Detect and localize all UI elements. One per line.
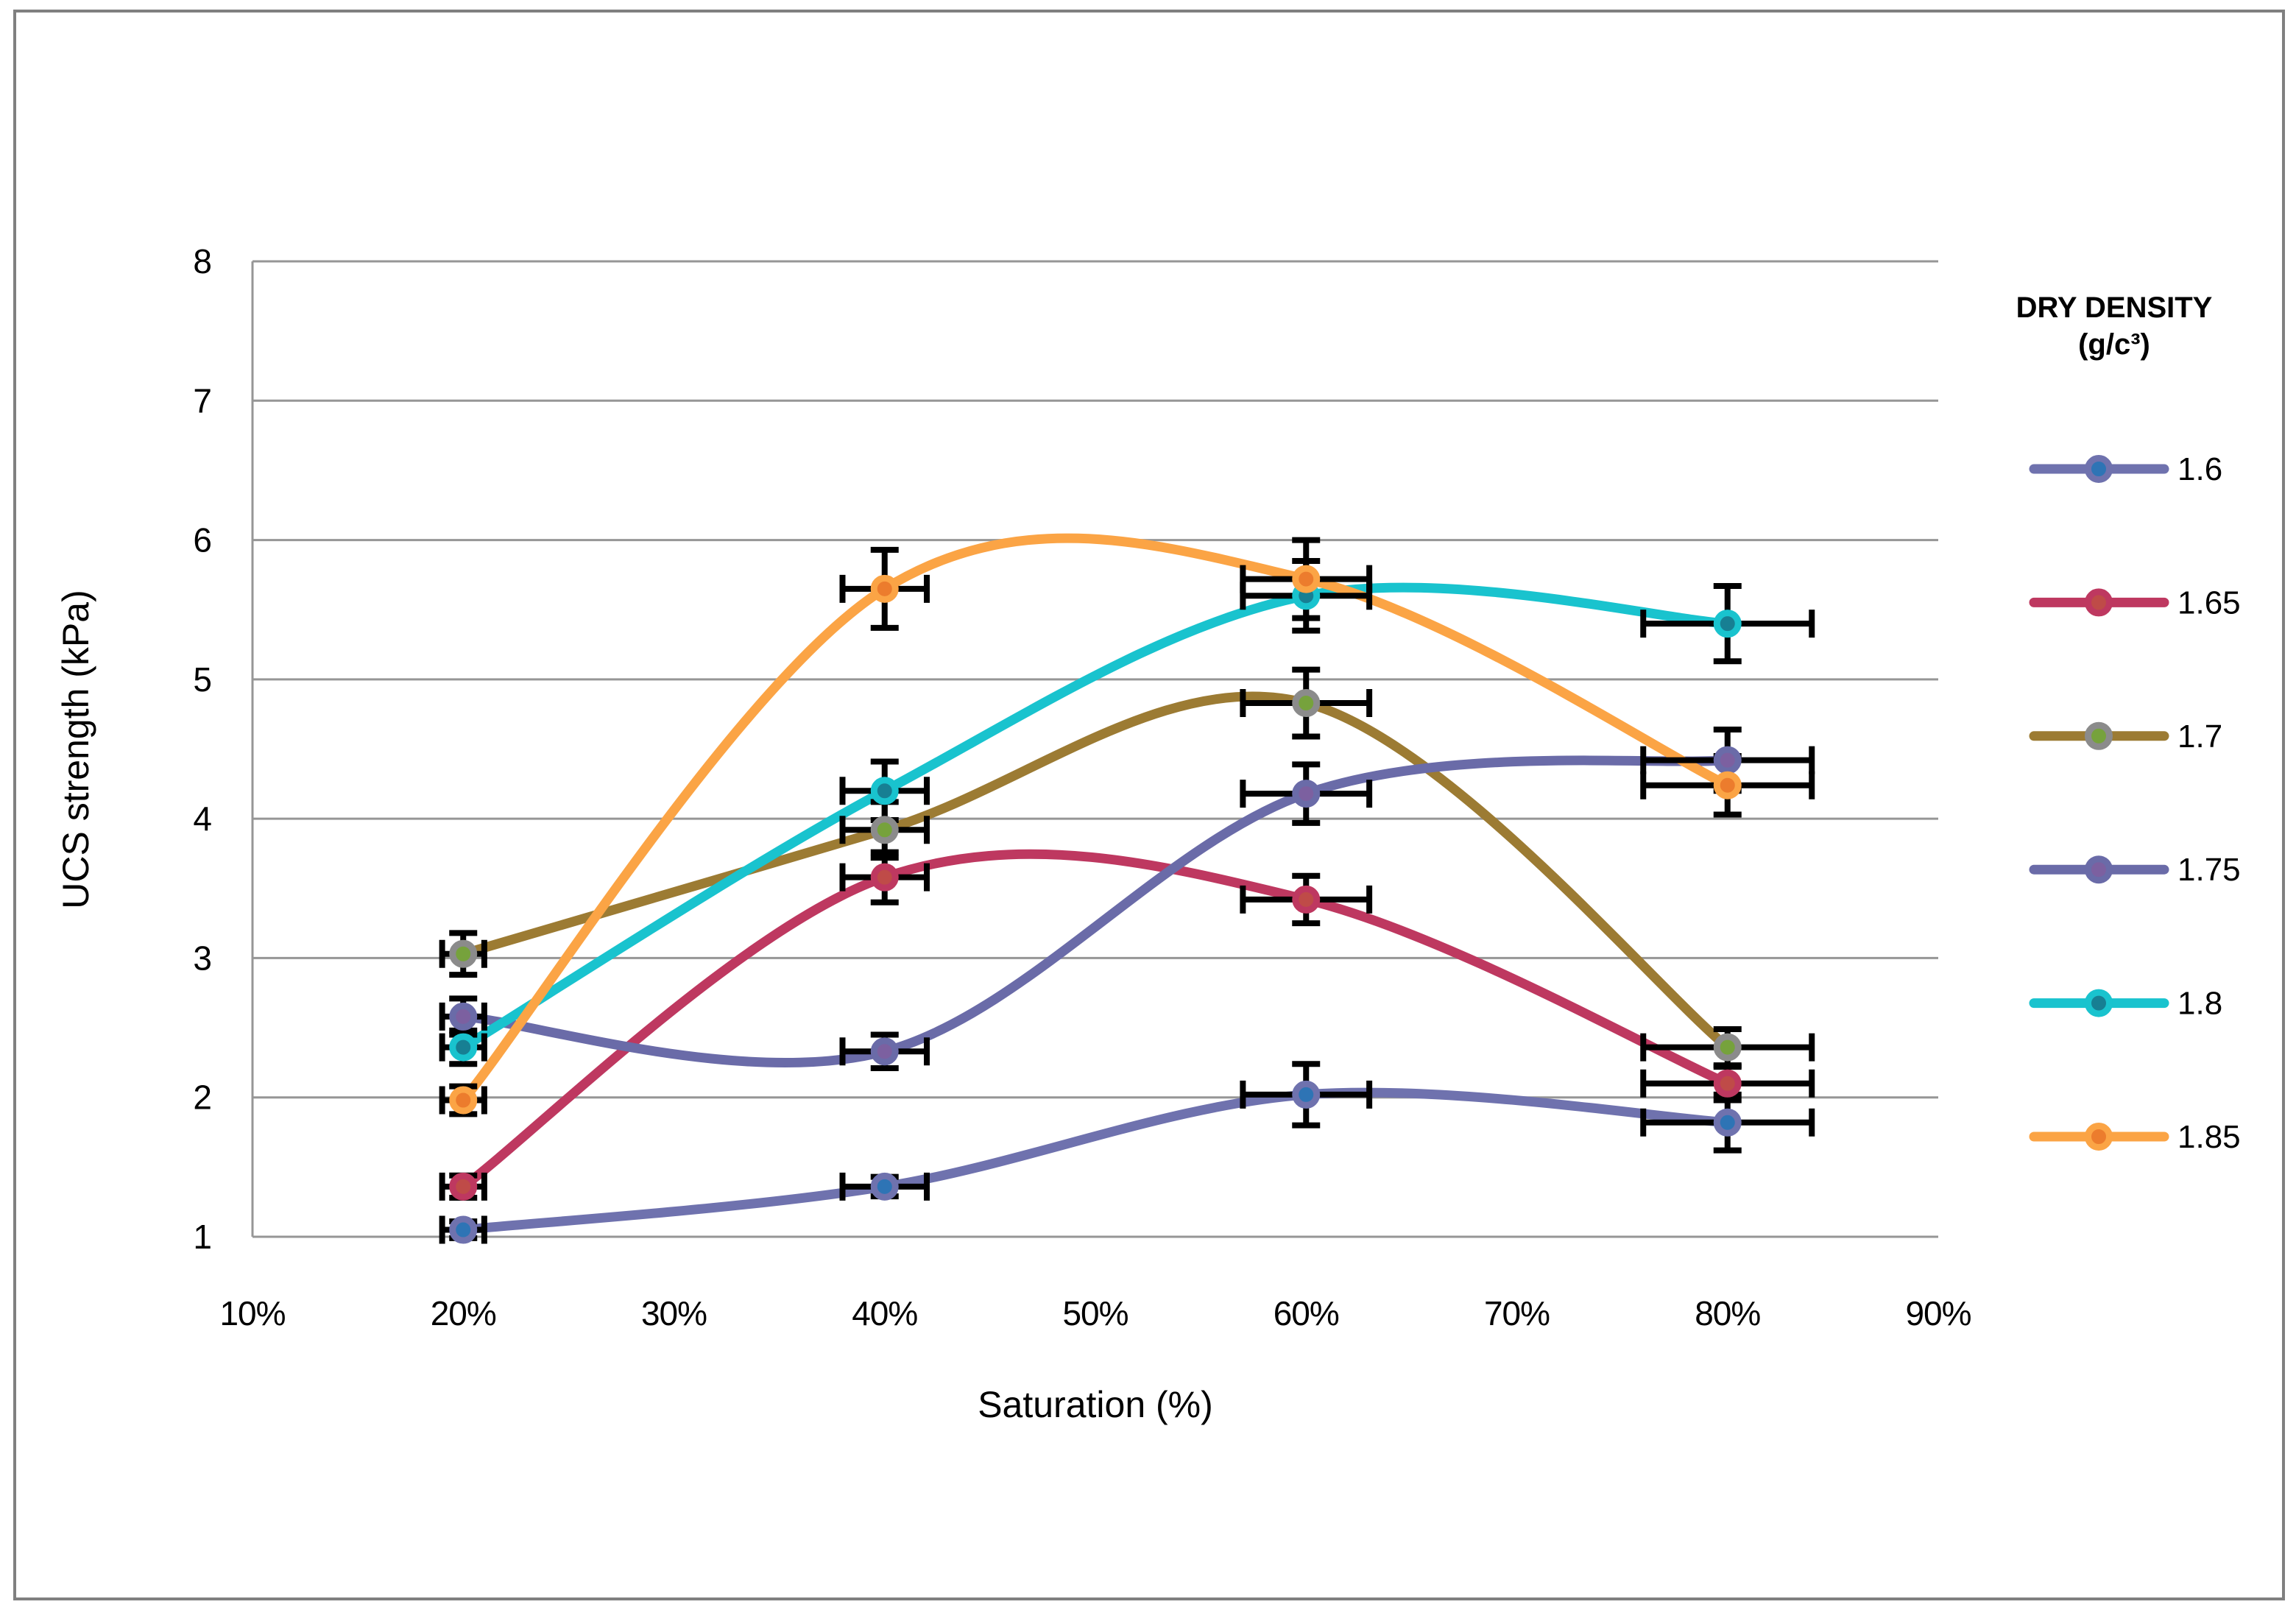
data-point-1.85-20pct [449,1086,478,1115]
legend-label-1.8: 1.8 [2177,986,2222,1022]
legend-marker [2085,1123,2113,1151]
data-point-1.6-80pct [1713,1108,1742,1137]
x-tick-label-70%: 70% [1484,1294,1550,1332]
y-tick-label-6: 6 [193,521,211,559]
data-point-1.8-80pct [1713,610,1742,638]
chart-outer-border [13,10,2285,1600]
legend-entries: 1.6 1.65 1.7 1.75 1.8 1.85 [2029,451,2241,1155]
x-tick-label-80%: 80% [1695,1294,1760,1332]
y-tick-label-1: 1 [193,1218,211,1256]
y-tick-label-5: 5 [193,660,211,699]
legend-label-1.65: 1.65 [2177,585,2241,621]
data-point-1.6-40pct [870,1172,899,1201]
y-tick-label-3: 3 [193,939,211,977]
data-point-1.65-60pct [1292,885,1321,914]
x-tick-label-60%: 60% [1274,1294,1339,1332]
x-tick-label-50%: 50% [1062,1294,1128,1332]
y-axis-title: UCS strength (kPa) [55,590,96,908]
y-tick-label-8: 8 [193,242,211,280]
legend-entry-1.75: 1.75 [2029,852,2241,888]
series-lines-layer [458,533,1733,1235]
legend-entry-1.85: 1.85 [2029,1119,2241,1155]
data-point-1.65-80pct [1713,1069,1742,1098]
series-line-1.75 [458,755,1733,1067]
data-point-1.85-80pct [1713,771,1742,799]
data-point-1.85-40pct [870,574,899,603]
series-line-1.65 [458,849,1733,1192]
legend: DRY DENSITY (g/c³) 1.6 1.65 1.7 1.75 1.8 1.85 [2016,292,2241,1155]
gridlines-layer [251,260,1938,1238]
data-point-1.65-40pct [870,863,899,891]
data-point-1.75-60pct [1292,780,1321,808]
series-line-1.8 [458,582,1733,1053]
data-point-1.7-20pct [449,939,478,968]
data-point-1.8-20pct [449,1033,478,1062]
legend-title-line2: (g/c³) [2078,328,2150,361]
x-tick-label-40%: 40% [852,1294,917,1332]
legend-marker [2085,855,2113,884]
data-point-1.65-20pct [449,1172,478,1201]
legend-entry-1.6: 1.6 [2029,451,2222,487]
x-tick-label-20%: 20% [431,1294,496,1332]
x-axis-title: Saturation (%) [978,1384,1213,1425]
legend-entry-1.8: 1.8 [2029,986,2222,1022]
x-tick-label-30%: 30% [641,1294,707,1332]
data-point-1.75-80pct [1713,746,1742,774]
data-point-1.6-20pct [449,1215,478,1244]
data-point-1.7-60pct [1292,689,1321,718]
data-point-1.7-40pct [870,816,899,844]
legend-title-line1: DRY DENSITY [2016,292,2213,324]
series-line-1.85 [458,533,1733,1105]
legend-marker [2085,588,2113,617]
y-tick-label-2: 2 [193,1078,211,1117]
legend-marker [2085,989,2113,1017]
data-point-1.75-20pct [449,1002,478,1031]
series-line-1.6 [458,1087,1733,1235]
data-point-1.75-40pct [870,1037,899,1066]
legend-marker [2085,721,2113,750]
data-point-1.8-40pct [870,777,899,805]
data-markers-layer [449,565,1742,1244]
error-bars-1.75-60pct [1240,761,1373,826]
data-point-1.7-80pct [1713,1033,1742,1062]
x-tick-label-90%: 90% [1905,1294,1971,1332]
y-tick-label-7: 7 [193,381,211,420]
legend-label-1.7: 1.7 [2177,719,2222,755]
tick-labels-layer: 1 2 3 4 5 6 7 8 10% 20% 30% 40% 50% 60% 70% 80% 90% [193,242,1971,1332]
legend-label-1.6: 1.6 [2177,451,2222,487]
x-tick-label-10%: 10% [219,1294,285,1332]
data-point-1.6-60pct [1292,1080,1321,1109]
legend-marker [2085,455,2113,483]
series-line-1.7 [458,691,1733,1053]
legend-label-1.85: 1.85 [2177,1119,2241,1155]
data-point-1.85-60pct [1292,565,1321,593]
legend-label-1.75: 1.75 [2177,852,2241,888]
legend-entry-1.65: 1.65 [2029,585,2241,621]
legend-entry-1.7: 1.7 [2029,719,2222,755]
error-bars-layer [439,537,1815,1244]
y-tick-label-4: 4 [193,799,211,838]
